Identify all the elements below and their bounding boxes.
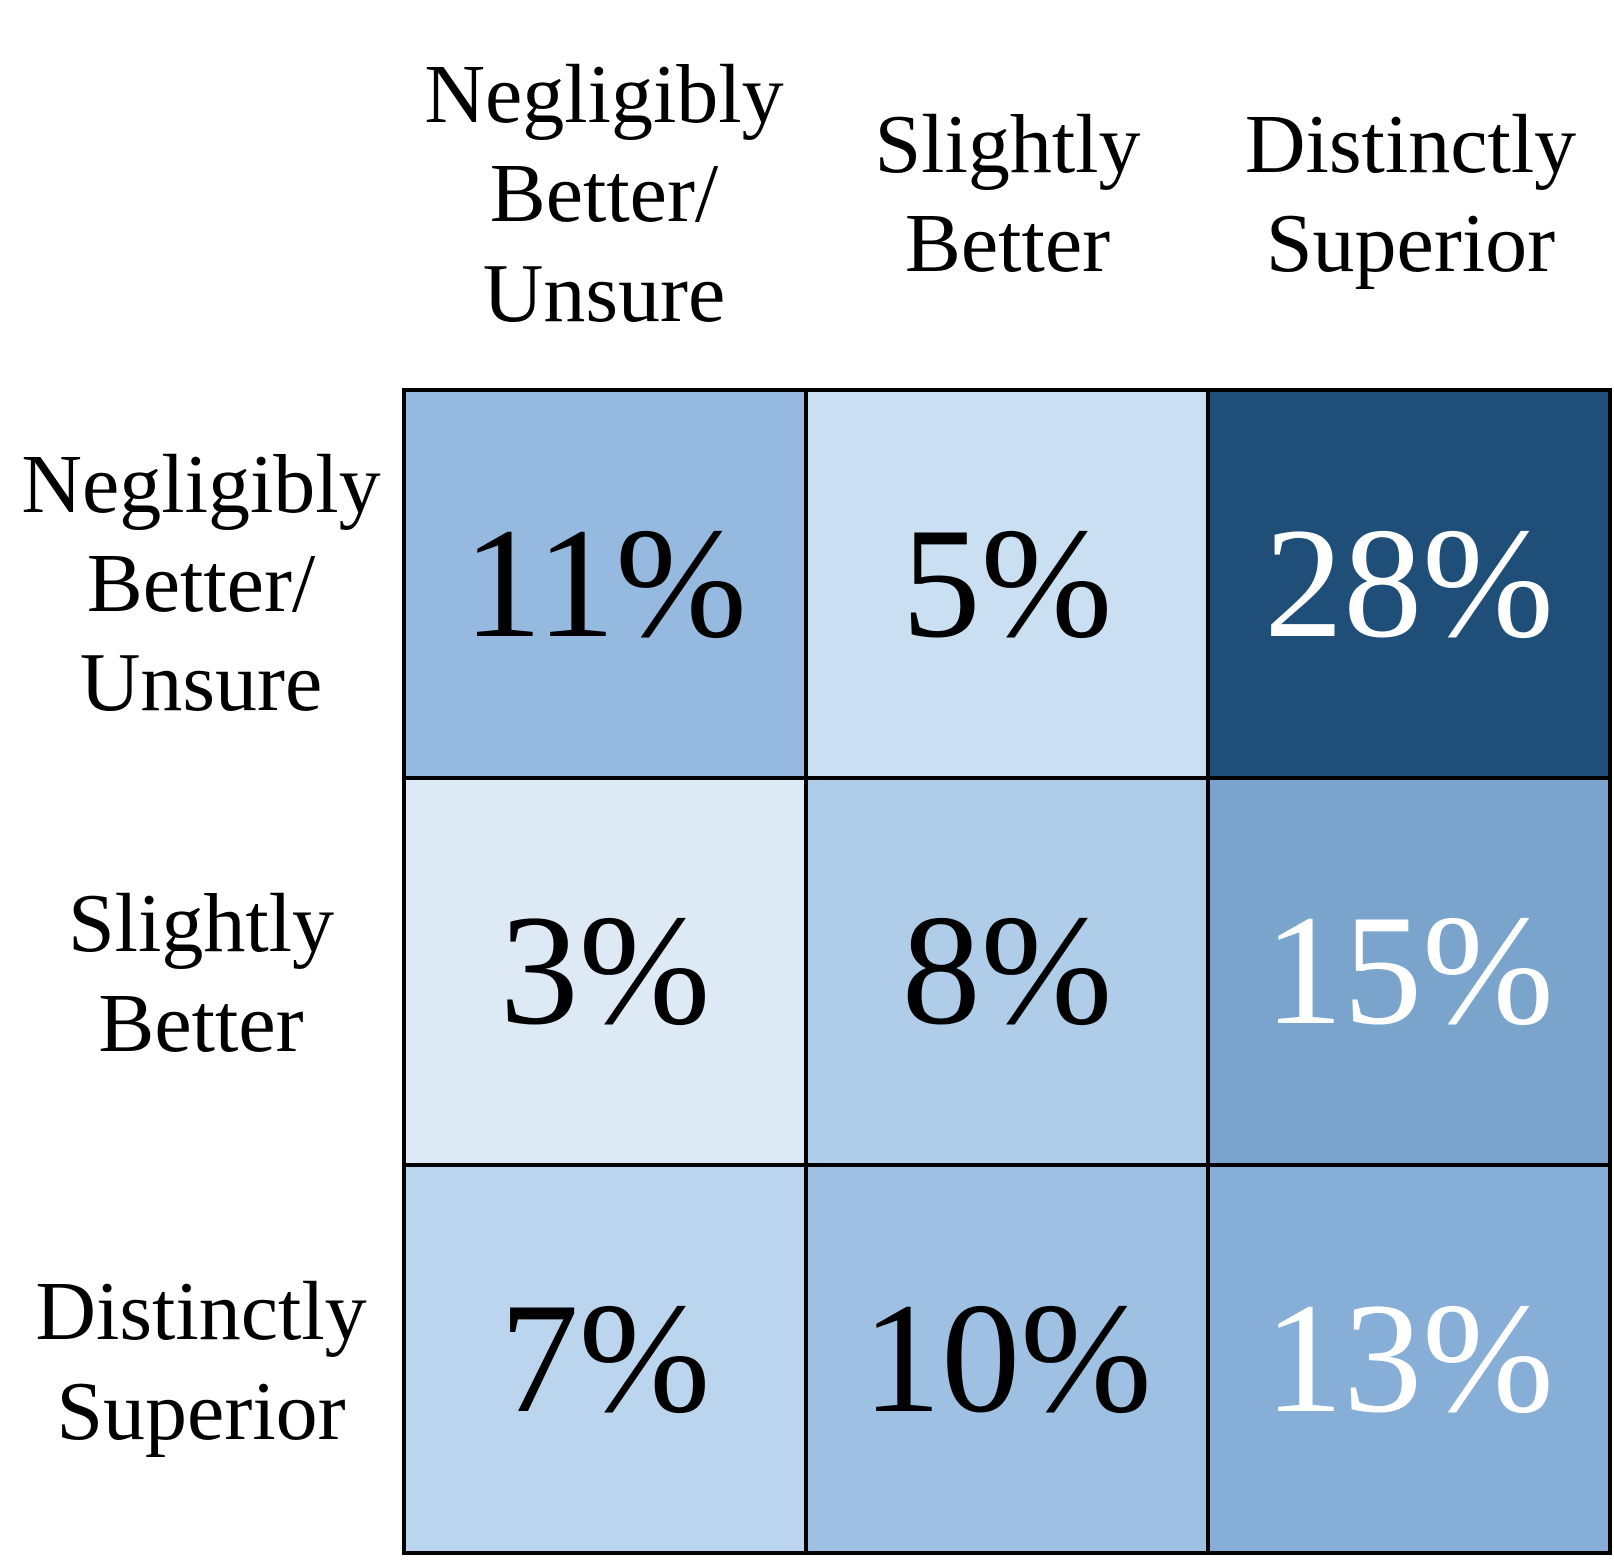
column-header-label: Distinctly Superior (1244, 97, 1577, 290)
column-header-negligibly-better-unsure: Negligibly Better/ Unsure (402, 0, 806, 388)
column-header-slightly-better: Slightly Better (806, 0, 1209, 388)
heatmap-cell-r3c3: 13% (1210, 1167, 1608, 1551)
heatmap-cell-r2c3: 15% (1210, 779, 1608, 1164)
cell-value: 8% (901, 883, 1113, 1059)
cell-value: 5% (901, 495, 1113, 671)
cell-value: 10% (862, 1271, 1152, 1447)
column-header-distinctly-superior: Distinctly Superior (1209, 0, 1612, 388)
heatmap-cell-r2c2: 8% (808, 779, 1206, 1164)
row-header-distinctly-superior: Distinctly Superior (0, 1168, 402, 1555)
column-header-label: Negligibly Better/ Unsure (424, 48, 784, 340)
row-header-label: Negligibly Better/ Unsure (21, 437, 381, 730)
corner-spacer (0, 0, 402, 388)
cell-value: 13% (1264, 1271, 1554, 1447)
cell-value: 3% (499, 883, 711, 1059)
row-header-slightly-better: Slightly Better (0, 779, 402, 1168)
row-header-negligibly-better-unsure: Negligibly Better/ Unsure (0, 388, 402, 779)
cell-value: 7% (499, 1271, 711, 1447)
heatmap-cell-r1c3: 28% (1210, 392, 1608, 776)
heatmap-grid: 11% 5% 28% 3% 8% 15% 7% 10% (402, 388, 1612, 1555)
heatmap-cell-r1c1: 11% (406, 392, 804, 776)
row-header-label: Distinctly Superior (35, 1265, 367, 1458)
heatmap-cell-r3c2: 10% (808, 1167, 1206, 1551)
row-header-label: Slightly Better (67, 877, 335, 1070)
column-header-label: Slightly Better (874, 97, 1141, 290)
heatmap-cell-r1c2: 5% (808, 392, 1206, 776)
cell-value: 11% (463, 495, 747, 671)
cell-value: 28% (1264, 495, 1554, 671)
cell-value: 15% (1264, 883, 1554, 1059)
heatmap-cell-r2c1: 3% (406, 779, 804, 1164)
heatmap-cell-r3c1: 7% (406, 1167, 804, 1551)
